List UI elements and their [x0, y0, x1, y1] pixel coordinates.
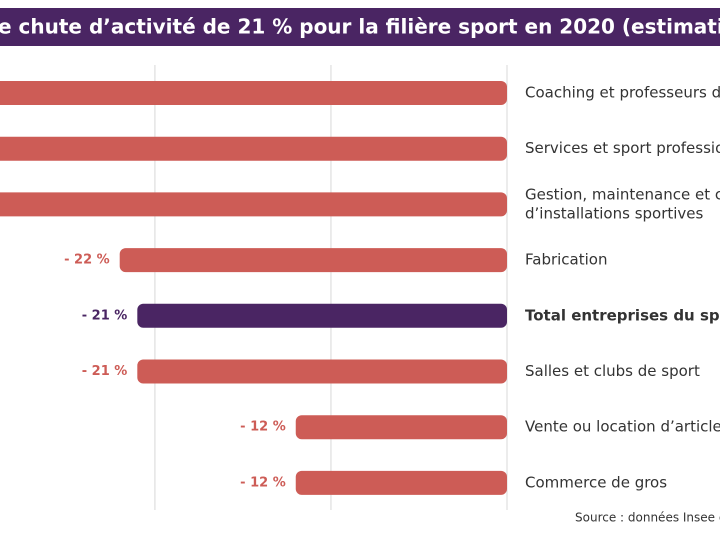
category-label: Fabrication: [525, 251, 607, 269]
value-label: - 22 %: [64, 253, 110, 268]
bar: [295, 415, 507, 440]
bar: [137, 303, 507, 328]
bar: [295, 470, 507, 495]
category-label: Salles et clubs de sport: [525, 362, 700, 380]
source: Source : données Insee et: [575, 511, 720, 525]
bar: [0, 81, 507, 105]
value-label: - 12 %: [240, 420, 286, 435]
category-label: Gestion, maintenance et co: [525, 185, 720, 203]
category-label: Services et sport profession: [525, 139, 720, 157]
value-label: - 12 %: [240, 475, 286, 490]
bar: [137, 359, 507, 384]
value-label: - 21 %: [82, 308, 128, 323]
category-label: Coaching et professeurs de: [525, 84, 720, 102]
value-label: - 21 %: [82, 364, 128, 379]
category-label: Total entreprises du sport: [525, 306, 720, 324]
bar: [0, 136, 507, 161]
bar: [119, 248, 507, 273]
bar: [0, 192, 507, 217]
category-label: Vente ou location d’articles: [525, 418, 720, 436]
chart-title: e chute d’activité de 21 % pour la filiè…: [0, 15, 720, 39]
title-band: [0, 8, 720, 46]
category-label: Commerce de gros: [525, 473, 667, 491]
category-label: d’installations sportives: [525, 204, 704, 222]
